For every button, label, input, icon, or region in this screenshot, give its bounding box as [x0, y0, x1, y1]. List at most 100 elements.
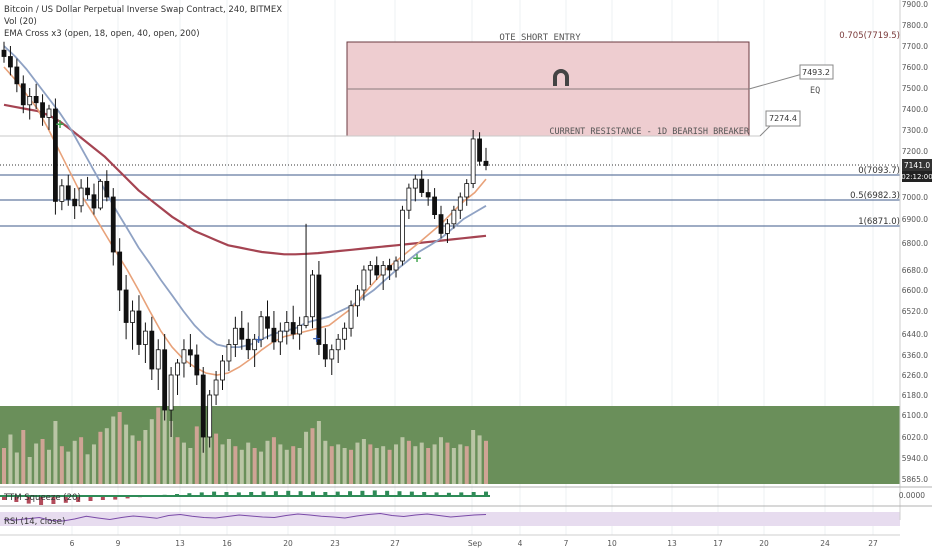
volume-bar — [207, 413, 212, 484]
candle — [98, 179, 103, 211]
ttm-bar — [286, 490, 291, 496]
symbol-title[interactable]: Bitcoin / US Dollar Perpetual Inverse Sw… — [4, 5, 282, 15]
volume-bar — [439, 437, 444, 484]
candle — [232, 316, 238, 357]
volume-bar — [72, 440, 77, 484]
callout-7493[interactable]: 7493.2 — [748, 64, 834, 90]
volume-bar — [291, 446, 296, 484]
volume-bar — [297, 448, 302, 484]
x-tick-label: 13 — [667, 539, 677, 548]
candle — [226, 339, 232, 371]
x-tick-label: 7 — [564, 539, 569, 548]
volume-bar — [181, 442, 186, 484]
candle — [117, 238, 123, 311]
volume-bar — [14, 452, 19, 484]
volume-bar — [400, 437, 405, 484]
ttm-bar — [212, 491, 217, 496]
candle — [355, 285, 360, 317]
volume-bar — [130, 435, 135, 484]
candle — [8, 46, 13, 76]
candle — [400, 205, 405, 266]
candle — [342, 322, 348, 350]
volume-bar — [426, 448, 431, 484]
fib-label-05: 0.5(6982.3) — [850, 191, 900, 201]
candle — [33, 83, 39, 109]
y-tick-label: 6680.0 — [902, 266, 928, 275]
volume-bar — [304, 431, 309, 484]
volume-bar — [477, 435, 482, 484]
ttm-squeeze-label[interactable]: TTM Squeeze (20) — [3, 493, 81, 503]
volume-bar — [136, 440, 141, 484]
x-tick-label: 13 — [175, 539, 185, 548]
ttm-value: 0.0000 — [899, 491, 925, 500]
volume-bar — [66, 451, 71, 484]
candle — [310, 270, 315, 329]
x-tick-label: 20 — [283, 539, 293, 548]
volume-bar — [406, 440, 411, 484]
volume-bar — [374, 448, 379, 484]
ttm-bar — [249, 492, 254, 496]
callout-7274[interactable]: 7274.4 — [759, 110, 801, 137]
volume-bar — [169, 421, 174, 484]
volume-bar — [53, 421, 58, 484]
y-tick-label: 6020.0 — [902, 433, 928, 442]
ttm-bar — [397, 491, 402, 496]
volume-bar — [464, 446, 469, 484]
candle — [220, 355, 225, 390]
volume-bar — [355, 442, 360, 484]
ttm-bar — [26, 496, 31, 504]
ttm-bar — [63, 496, 68, 503]
candle — [387, 258, 393, 280]
ttm-bar — [113, 496, 118, 500]
x-tick-label: 4 — [518, 539, 523, 548]
volume-bar — [259, 451, 264, 484]
candle — [20, 75, 26, 114]
ema-18-line — [3, 66, 487, 376]
x-tick-label: 6 — [70, 539, 75, 548]
candle — [65, 174, 71, 206]
current-price-badge — [902, 159, 932, 171]
rsi-label[interactable]: RSI (14, close) — [4, 517, 65, 527]
ttm-squeeze-pane — [0, 490, 490, 505]
y-tick-label: 7300.0 — [902, 126, 928, 135]
ttm-bar — [310, 491, 315, 496]
volume-bar — [85, 454, 90, 484]
candle — [297, 316, 303, 350]
volume-bar — [471, 430, 476, 484]
price-scale[interactable] — [899, 0, 932, 550]
ttm-bar — [261, 491, 266, 496]
x-axis-ticks: 6 9 13 16 20 23 27 Sep 4 7 10 13 17 20 24 27 — [70, 539, 878, 548]
candles — [1, 41, 489, 453]
cross-signal-icon: + — [412, 251, 422, 265]
volume-bar — [329, 446, 334, 484]
volume-bar — [278, 444, 283, 484]
ema-indicator-label[interactable]: EMA Cross x3 (open, 18, open, 40, open, … — [4, 29, 200, 39]
candle — [367, 261, 373, 285]
ttm-bar — [39, 496, 44, 505]
candle — [53, 98, 58, 215]
candle — [483, 147, 489, 171]
ttm-bar — [76, 496, 81, 502]
fib-label-0705: 0.705(7719.5) — [839, 31, 900, 41]
volume-bar — [432, 444, 437, 484]
volume-indicator-label[interactable]: Vol (20) — [4, 17, 37, 27]
candle — [40, 94, 45, 126]
candle — [110, 188, 116, 266]
volume-bar — [111, 416, 116, 484]
candle — [46, 104, 52, 130]
candle — [72, 188, 78, 219]
candle — [445, 219, 450, 243]
ttm-bar — [273, 491, 278, 496]
ttm-bar — [187, 493, 192, 496]
volume-bar — [124, 424, 129, 484]
volume-bar — [98, 431, 103, 484]
candle — [14, 58, 20, 93]
candle — [78, 179, 84, 213]
ttm-bar — [471, 492, 476, 496]
candle — [290, 305, 296, 340]
volume-bar — [413, 446, 418, 484]
volume-bar — [175, 437, 180, 484]
ttm-bar — [224, 492, 229, 496]
rsi-pane — [0, 512, 900, 526]
